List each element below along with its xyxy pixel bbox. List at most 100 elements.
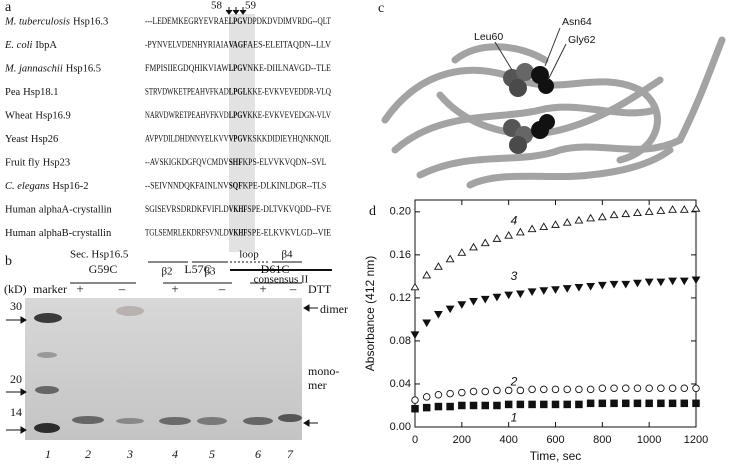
- sequence-motif: LPGL: [229, 88, 248, 98]
- position: 59: [245, 0, 257, 12]
- data-point: [586, 282, 596, 291]
- protein: Hsp26: [31, 134, 58, 145]
- data-point: [445, 305, 455, 314]
- y-tick-label: 0.12: [390, 292, 411, 304]
- data-point: [679, 277, 689, 286]
- data-point: [411, 404, 419, 413]
- data-point: [481, 387, 490, 396]
- data-point: [458, 401, 466, 410]
- data-point: [562, 218, 572, 226]
- data-point: [691, 204, 701, 212]
- data-point: [469, 401, 478, 410]
- gel-arrows: [6, 282, 318, 434]
- data-point: [469, 298, 478, 306]
- data-point: [657, 399, 665, 408]
- data-point: [656, 278, 666, 287]
- data-point: [551, 220, 560, 228]
- dtt-plus: +: [171, 281, 178, 296]
- data-point: [622, 384, 630, 393]
- data-point: [597, 281, 607, 290]
- data-point: [527, 224, 537, 233]
- data-point: [515, 227, 525, 236]
- data-point: [481, 401, 490, 410]
- data-point: [434, 310, 443, 319]
- data-point: [422, 393, 431, 401]
- x-tick-label: 1200: [684, 434, 708, 446]
- panel-label: c: [378, 1, 384, 16]
- data-point: [633, 399, 642, 408]
- sequence-motif: LPGV: [229, 17, 248, 27]
- data-point: [668, 277, 677, 286]
- residue-pointers: [494, 27, 567, 81]
- data-point: [633, 208, 642, 216]
- gel: [25, 298, 302, 440]
- data-point: [598, 399, 607, 408]
- data-point: [610, 399, 618, 408]
- data-point: [480, 238, 490, 247]
- residue-label: Leu60: [474, 31, 503, 43]
- data-point: [422, 270, 432, 279]
- data-point: [410, 282, 420, 291]
- panel-label: b: [5, 254, 12, 269]
- residue-label: Asn64: [562, 16, 592, 28]
- dtt-plus: +: [76, 281, 83, 296]
- sequence-post: KKE-EVKVEVEDDR-VLQ: [247, 88, 331, 98]
- data-point: [504, 386, 513, 395]
- position: 58: [211, 0, 223, 12]
- size-label: 30: [10, 299, 22, 313]
- sec-element: β2: [161, 266, 172, 278]
- data-point: [668, 399, 677, 408]
- protein: IbpA: [35, 40, 57, 51]
- data-point: [610, 384, 618, 393]
- data-point: [493, 386, 501, 395]
- data-point: [656, 206, 666, 214]
- data-point: [469, 242, 478, 251]
- data-point: [515, 290, 525, 299]
- data-point: [657, 384, 665, 393]
- sec-element: β4: [281, 249, 293, 261]
- data-point: [551, 385, 560, 394]
- data-point: [504, 230, 514, 239]
- protein-ribbon: [381, 36, 726, 189]
- y-tick-label: 0.20: [390, 206, 411, 218]
- species: C. elegans: [5, 181, 49, 192]
- data-point: [540, 400, 548, 409]
- y-tick-label: 0.04: [390, 378, 411, 390]
- data-point: [446, 389, 454, 398]
- kd-label: (kD): [4, 282, 27, 296]
- x-tick-label: 400: [499, 434, 517, 446]
- sequence-pre: STRVDWKETPEAHVFKAD: [145, 88, 229, 98]
- data-point: [575, 400, 583, 409]
- sequence-post: KSKKDIDIEYHQNKNQIL: [247, 135, 331, 145]
- data-point: [551, 400, 560, 409]
- lane-label: 7: [287, 447, 294, 461]
- sequence-pre: --AVSKIGKDGFQVCMDV: [145, 158, 229, 168]
- lane-label: 4: [172, 447, 178, 461]
- data-point: [539, 222, 549, 230]
- x-tick-label: 0: [412, 434, 418, 446]
- species: Pea: [5, 87, 21, 98]
- sequence-post: SPE-ELKVKVLGD--VIE: [247, 229, 331, 239]
- lane-label: 3: [126, 447, 133, 461]
- species: Human: [5, 228, 37, 239]
- sequence-motif: VKHF: [229, 205, 248, 215]
- dtt-plus: +: [259, 281, 266, 296]
- data-point: [434, 262, 443, 270]
- data-point: [562, 285, 572, 293]
- data-point: [563, 385, 571, 394]
- data-point: [633, 279, 642, 288]
- x-tick-label: 1000: [637, 434, 661, 446]
- data-point: [528, 400, 536, 409]
- data-point: [586, 213, 596, 222]
- dtt-label: DTT: [308, 282, 332, 296]
- lane-label: 2: [85, 447, 91, 461]
- monomer-label: mer: [308, 378, 327, 392]
- data-point: [458, 388, 466, 397]
- monomer-label: mono-: [308, 364, 339, 378]
- sequence-pre: -PYNVELVDENHYRIAIA: [145, 41, 229, 51]
- marker-label: marker: [33, 282, 67, 296]
- data-point: [574, 215, 584, 224]
- species: E. coli: [4, 40, 32, 51]
- species: M. tuberculosis: [4, 16, 70, 27]
